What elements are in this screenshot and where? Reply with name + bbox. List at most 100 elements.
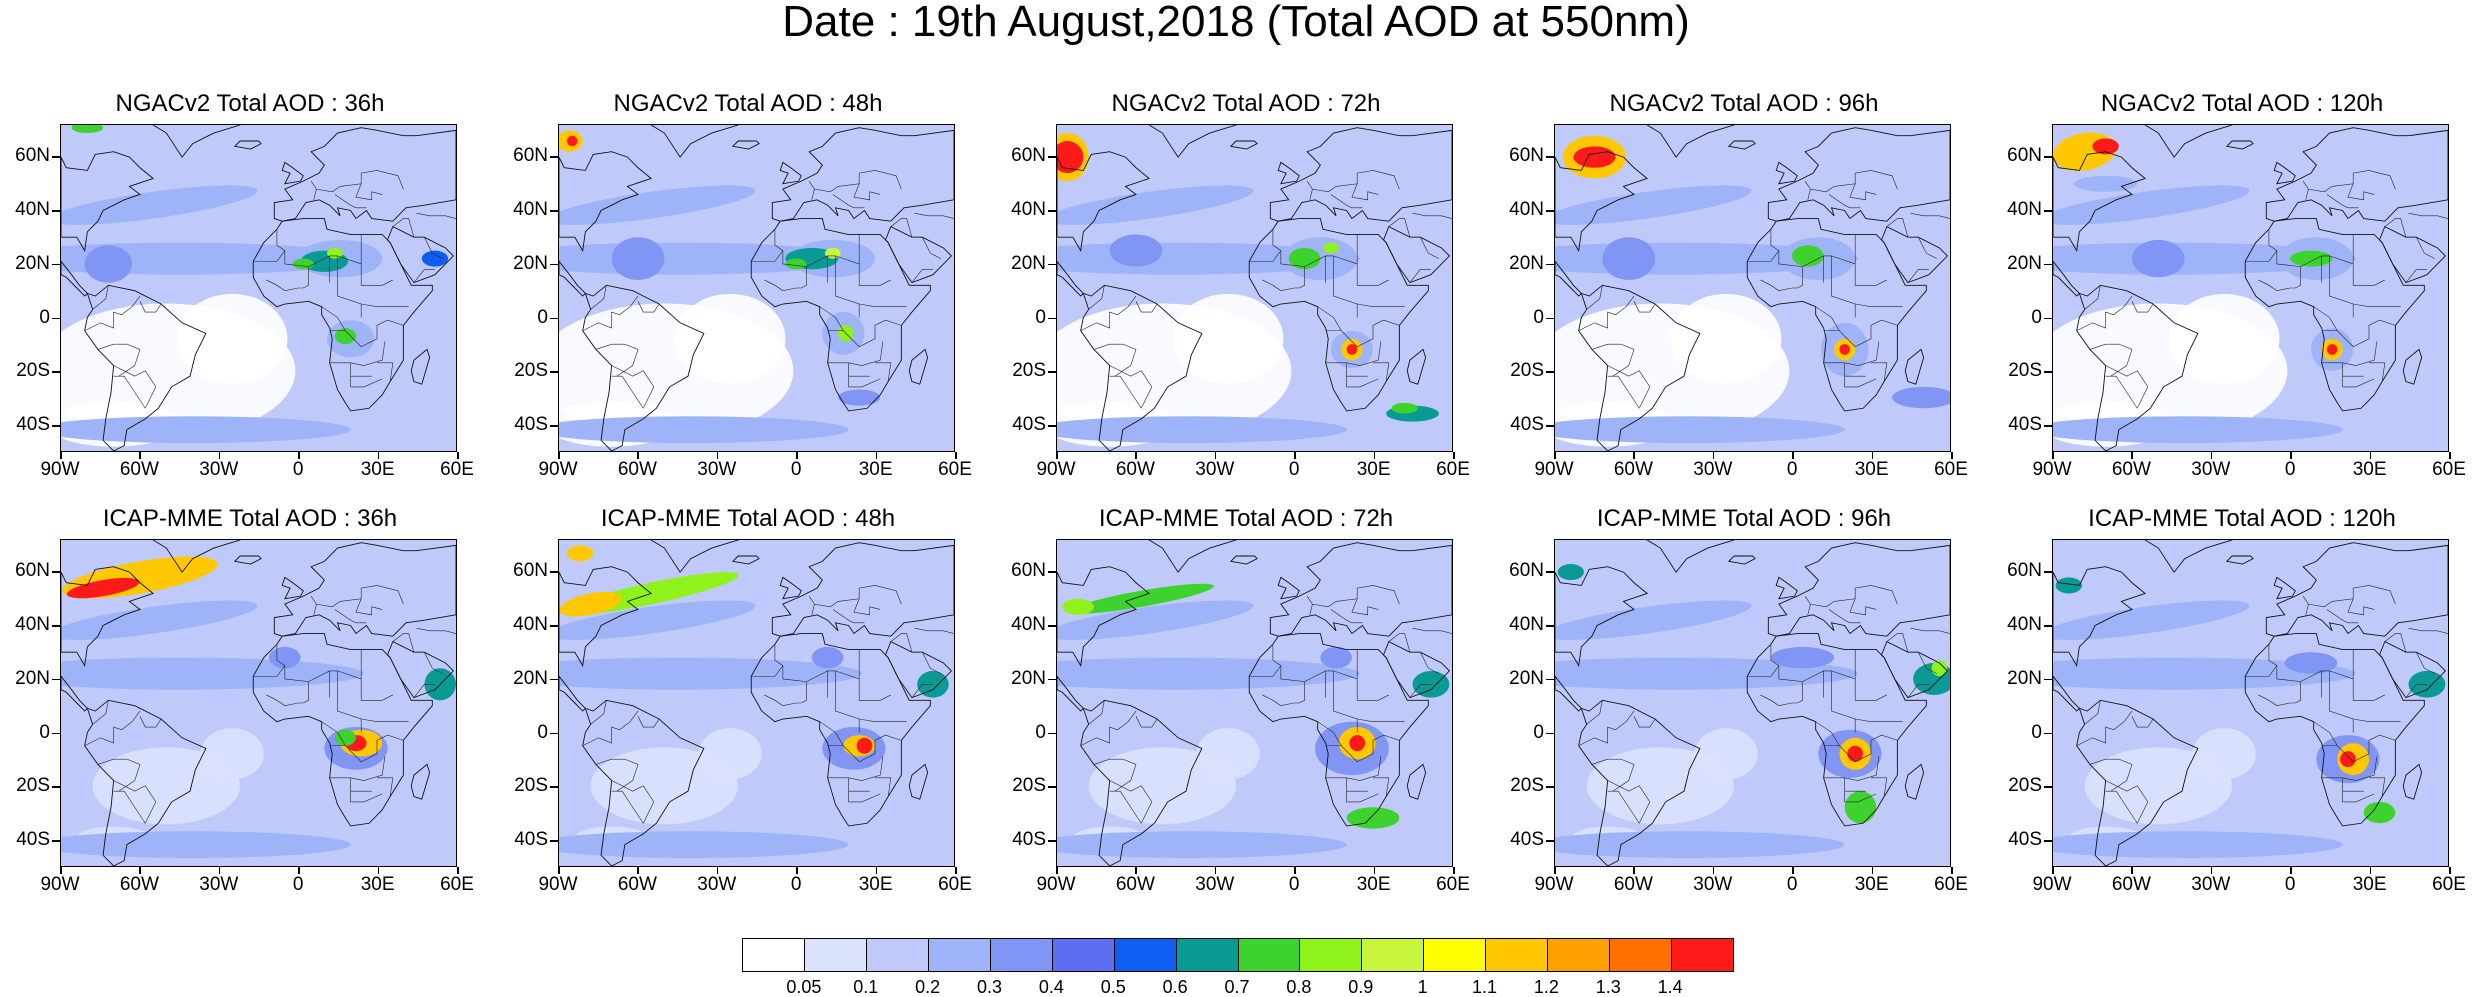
country-border — [1409, 236, 1440, 259]
longitude-label: 30W — [2191, 459, 2231, 480]
longitude-tick — [1951, 452, 1953, 459]
colorbar-label: 0.3 — [976, 977, 1003, 997]
country-border — [1351, 598, 1379, 616]
country-border — [832, 194, 865, 209]
longitude-label: 30E — [360, 459, 395, 480]
aerosol-plume — [917, 670, 949, 698]
country-border — [1586, 285, 1603, 310]
country-border — [1330, 194, 1363, 209]
aerosol-plume — [1057, 831, 1347, 858]
latitude-label: 40S — [1012, 829, 1046, 851]
longitude-label: 60E — [1934, 874, 1968, 895]
panel-title: ICAP-MME Total AOD : 96h — [1596, 505, 1892, 532]
coastline-north-america — [1555, 566, 1649, 667]
country-border — [1807, 604, 1811, 615]
coastline-south-america — [1080, 284, 1203, 451]
aerosol-plume — [1792, 245, 1824, 267]
longitude-tick — [796, 867, 798, 874]
longitude-tick — [875, 452, 878, 459]
longitude-label: 0 — [292, 459, 304, 480]
latitude-tick — [52, 210, 60, 212]
country-border — [2089, 343, 2133, 377]
aerosol-plume — [785, 258, 807, 270]
latitude-label: 20S — [1012, 360, 1046, 382]
coastline-africa — [1746, 218, 1927, 412]
map-panel: ICAP-MME Total AOD : 96h 60N 40N 20N 0 20S 40S… — [1494, 505, 1994, 935]
aerosol-plume — [1555, 416, 1845, 443]
colorbar-label: 1.4 — [1657, 977, 1683, 997]
aerosol-plume — [559, 831, 849, 858]
country-border — [859, 718, 907, 722]
longitude-tick — [1712, 452, 1715, 459]
longitude-tick — [298, 867, 300, 874]
longitude-label: 90W — [2032, 874, 2072, 895]
coastline-greenland — [2144, 125, 2233, 158]
coastline-europe — [2265, 542, 2448, 637]
country-border — [2405, 236, 2436, 259]
latitude-label: 40S — [514, 829, 548, 851]
low-aod-region — [200, 728, 264, 780]
latitude-label: 0 — [537, 306, 548, 328]
longitude-tick — [796, 452, 798, 459]
coastline-south-america — [582, 699, 705, 866]
coastline-africa — [2244, 633, 2425, 827]
country-border — [808, 585, 902, 608]
panel-title: NGACv2 Total AOD : 36h — [115, 90, 385, 117]
country-border — [2321, 341, 2378, 366]
country-border — [2321, 756, 2378, 781]
low-aod-region — [2168, 293, 2280, 384]
longitude-tick — [457, 452, 459, 459]
country-border — [1871, 362, 1888, 382]
country-border — [337, 670, 362, 733]
longitude-label: 60E — [1436, 459, 1470, 480]
country-border — [875, 362, 892, 382]
aod-map — [559, 125, 954, 451]
map-frame — [60, 124, 457, 452]
map-frame — [2052, 539, 2449, 867]
country-border — [355, 183, 383, 201]
longitude-tick — [1792, 452, 1794, 459]
latitude-label: 20S — [16, 360, 50, 382]
map-panel: NGACv2 Total AOD : 120h 60N 40N 20N 0 20S 40S 9… — [1992, 90, 2472, 520]
aerosol-plume — [71, 125, 104, 134]
longitude-label: 60W — [1115, 459, 1155, 480]
coastline-britain — [1277, 576, 1300, 600]
latitude-label: 0 — [2031, 306, 2042, 328]
map-frame — [2052, 124, 2449, 452]
coastline-britain — [2273, 576, 2296, 600]
country-border — [2302, 170, 2396, 193]
aerosol-plume — [1770, 646, 1835, 669]
latitude-tick — [52, 425, 60, 427]
latitude-tick — [52, 732, 60, 735]
country-border — [321, 721, 346, 746]
longitude-tick — [2131, 452, 2133, 459]
country-border — [313, 189, 317, 200]
country-border — [637, 301, 660, 313]
longitude-label: 90W — [40, 874, 80, 895]
aerosol-plume — [811, 646, 844, 669]
coastline-britain — [779, 161, 802, 185]
colorbar-label: 0.1 — [853, 977, 879, 997]
country-border — [2353, 718, 2401, 722]
latitude-label: 20S — [1510, 360, 1544, 382]
country-border — [911, 684, 933, 698]
country-border — [2258, 266, 2301, 292]
country-border — [1262, 266, 1305, 292]
aerosol-plume — [292, 258, 314, 270]
country-border — [1262, 681, 1305, 707]
latitude-tick — [550, 732, 558, 735]
country-border — [595, 758, 639, 792]
longitude-tick — [955, 452, 957, 459]
aerosol-plume — [334, 328, 356, 345]
longitude-label: 60W — [1613, 874, 1653, 895]
colorbar-label: 0.6 — [1162, 977, 1188, 997]
country-border — [911, 236, 942, 259]
colorbar-swatch — [1548, 939, 1611, 971]
figure-title: Date : 19th August,2018 (Total AOD at 55… — [782, 0, 1690, 46]
longitude-tick — [2131, 867, 2133, 874]
latitude-tick — [1546, 425, 1554, 427]
aerosol-plume — [61, 416, 351, 443]
longitude-label: 30E — [858, 459, 893, 480]
longitude-tick — [1214, 452, 1217, 459]
coastline-madagascar — [410, 348, 431, 385]
